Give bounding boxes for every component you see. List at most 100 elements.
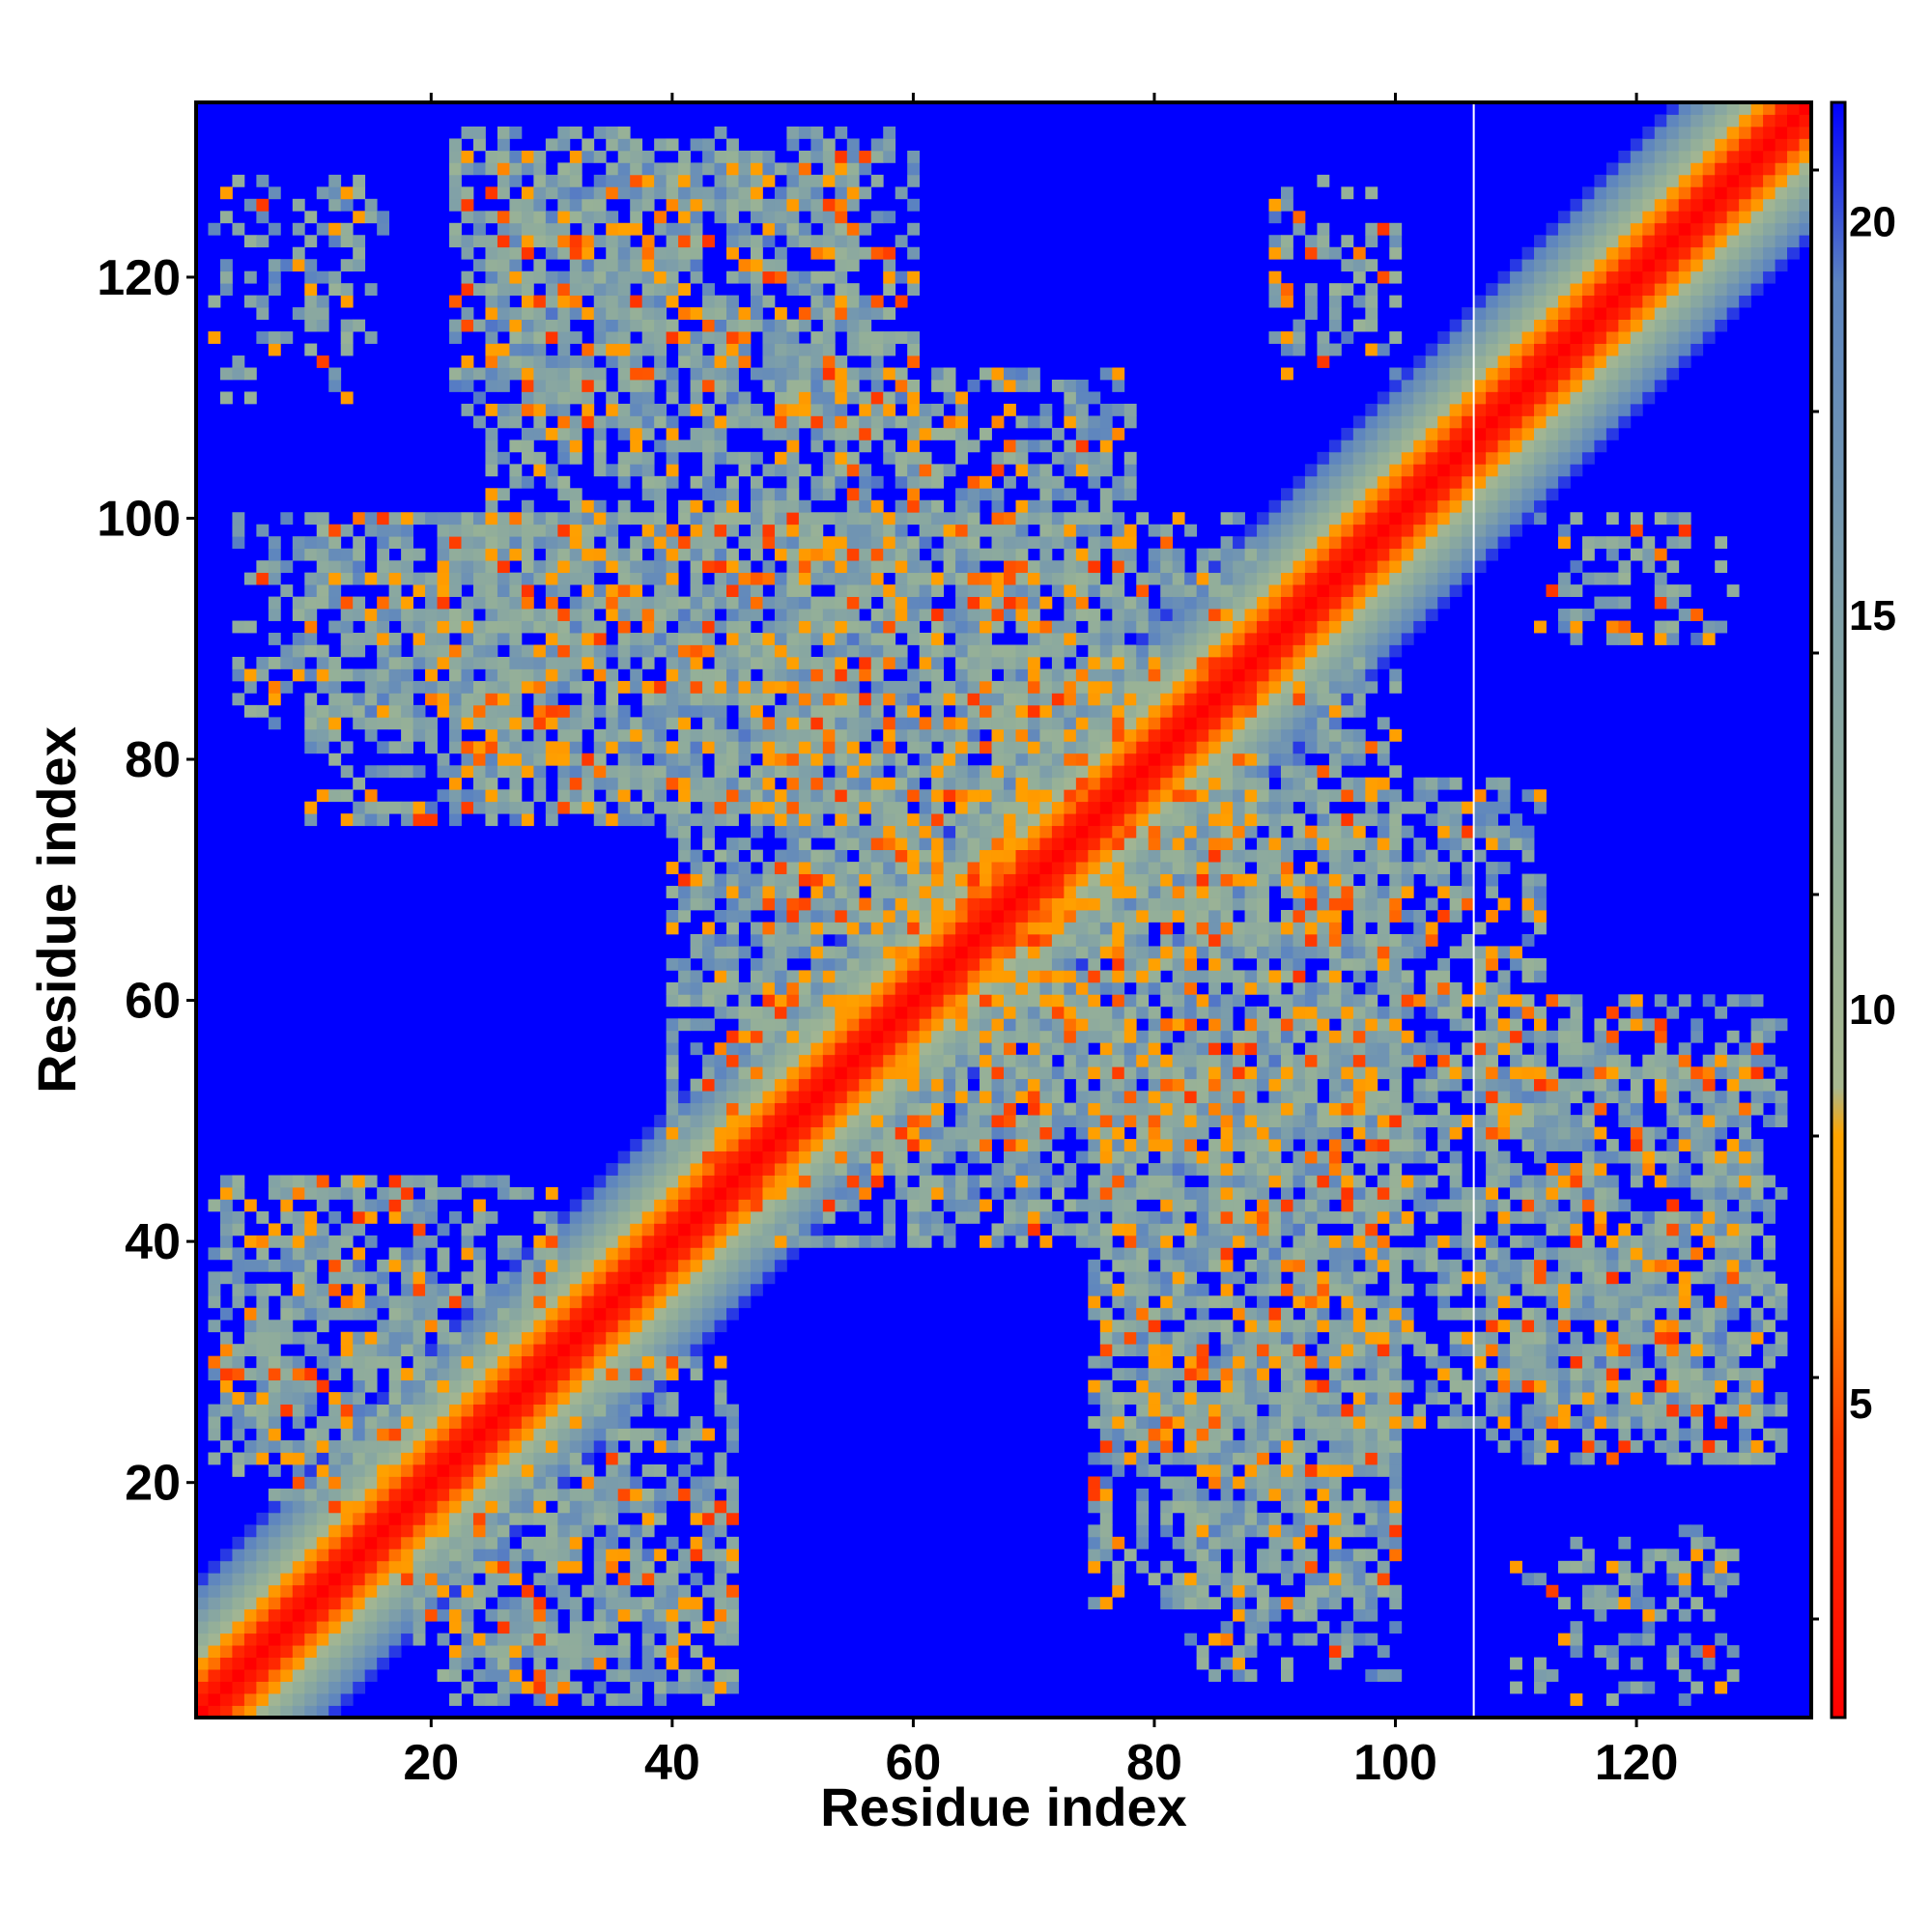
heatmap-cell [846,548,860,561]
heatmap-cell [870,886,884,898]
heatmap-cell [1015,367,1029,381]
heatmap-cell [485,801,498,814]
heatmap-cell [835,391,848,405]
heatmap-cell [533,1379,547,1393]
heatmap-cell [509,704,523,718]
heatmap-cell [690,1175,703,1188]
heatmap-cell [521,1512,534,1525]
heatmap-cell [353,1295,366,1309]
heatmap-cell [606,222,619,236]
heatmap-cell [533,391,547,405]
heatmap-cell [497,1681,510,1694]
heatmap-cell [726,789,739,803]
heatmap-cell [485,150,498,163]
heatmap-cell [364,633,378,645]
heatmap-cell [1004,1042,1016,1056]
heatmap-cell [545,1488,558,1501]
heatmap-cell [328,1440,342,1453]
heatmap-cell [521,1452,534,1465]
heatmap-cell [991,609,1005,621]
heatmap-cell [1039,1042,1053,1056]
heatmap-cell [485,1645,498,1659]
heatmap-cell [726,1078,739,1092]
heatmap-cell [774,994,787,1008]
heatmap-cell [1004,838,1016,851]
heatmap-cell [726,1271,739,1285]
heatmap-cell [835,994,848,1008]
heatmap-cell [268,609,281,621]
heatmap-cell [243,1560,257,1574]
heatmap-cell [485,1210,498,1224]
heatmap-cell [738,343,752,356]
heatmap-cell [388,536,402,550]
heatmap-cell [714,427,727,440]
heatmap-cell [593,524,607,537]
heatmap-cell [533,355,547,368]
heatmap-cell [822,270,836,284]
heatmap-cell [774,536,787,550]
heatmap-cell [798,222,811,236]
heatmap-cell [340,235,354,248]
heatmap-cell [485,186,498,200]
heatmap-cell [533,789,547,803]
heatmap-cell [630,644,643,658]
heatmap-cell [509,1259,523,1272]
heatmap-cell [907,886,921,898]
heatmap-cell [630,1681,643,1694]
heatmap-cell [425,1500,438,1514]
heatmap-cell [388,1560,402,1574]
heatmap-cell [328,270,342,284]
heatmap-cell [1027,440,1040,453]
heatmap-cell [388,1344,402,1357]
heatmap-cell [1015,1066,1029,1080]
heatmap-cell [606,693,619,706]
heatmap-cell [726,1042,739,1056]
heatmap-cell [726,596,739,610]
heatmap-cell [641,1126,655,1140]
heatmap-cell [822,1042,836,1056]
heatmap-cell [582,1633,595,1646]
heatmap-cell [364,620,378,634]
heatmap-cell [196,1597,209,1610]
heatmap-cell [557,1452,571,1465]
heatmap-cell [738,620,752,634]
heatmap-cell [714,560,727,574]
heatmap-cell [617,1151,631,1164]
heatmap-cell [822,957,836,971]
heatmap-cell [630,1524,643,1538]
heatmap-cell [557,1210,571,1224]
heatmap-cell [497,259,510,272]
heatmap-cell [883,440,896,453]
heatmap-cell [377,1500,390,1514]
heatmap-cell [521,403,534,416]
heatmap-cell [654,174,668,187]
heatmap-cell [931,403,945,416]
heatmap-cell [907,970,921,983]
heatmap-cell [835,162,848,176]
heatmap-cell [641,609,655,621]
heatmap-cell [1015,813,1029,827]
heatmap-cell [557,765,571,779]
heatmap-cell [835,464,848,477]
heatmap-cell [822,415,836,429]
heatmap-cell [328,1645,342,1659]
heatmap-cell [328,584,342,597]
heatmap-cell [991,801,1005,814]
heatmap-cell [654,403,668,416]
heatmap-cell [437,1440,450,1453]
heatmap-cell [774,644,787,658]
heatmap-cell [895,862,908,874]
heatmap-cell [557,162,571,176]
heatmap-cell [955,886,968,898]
heatmap-cell [412,1392,426,1405]
heatmap-cell [630,1175,643,1188]
heatmap-cell [750,211,763,224]
heatmap-cell [353,644,366,658]
heatmap-cell [256,1669,270,1682]
heatmap-cell [545,186,558,200]
heatmap-cell [822,307,836,320]
heatmap-cell [630,1368,643,1381]
heatmap-cell [617,801,631,814]
heatmap-cell [1039,838,1053,851]
heatmap-cell [485,162,498,176]
